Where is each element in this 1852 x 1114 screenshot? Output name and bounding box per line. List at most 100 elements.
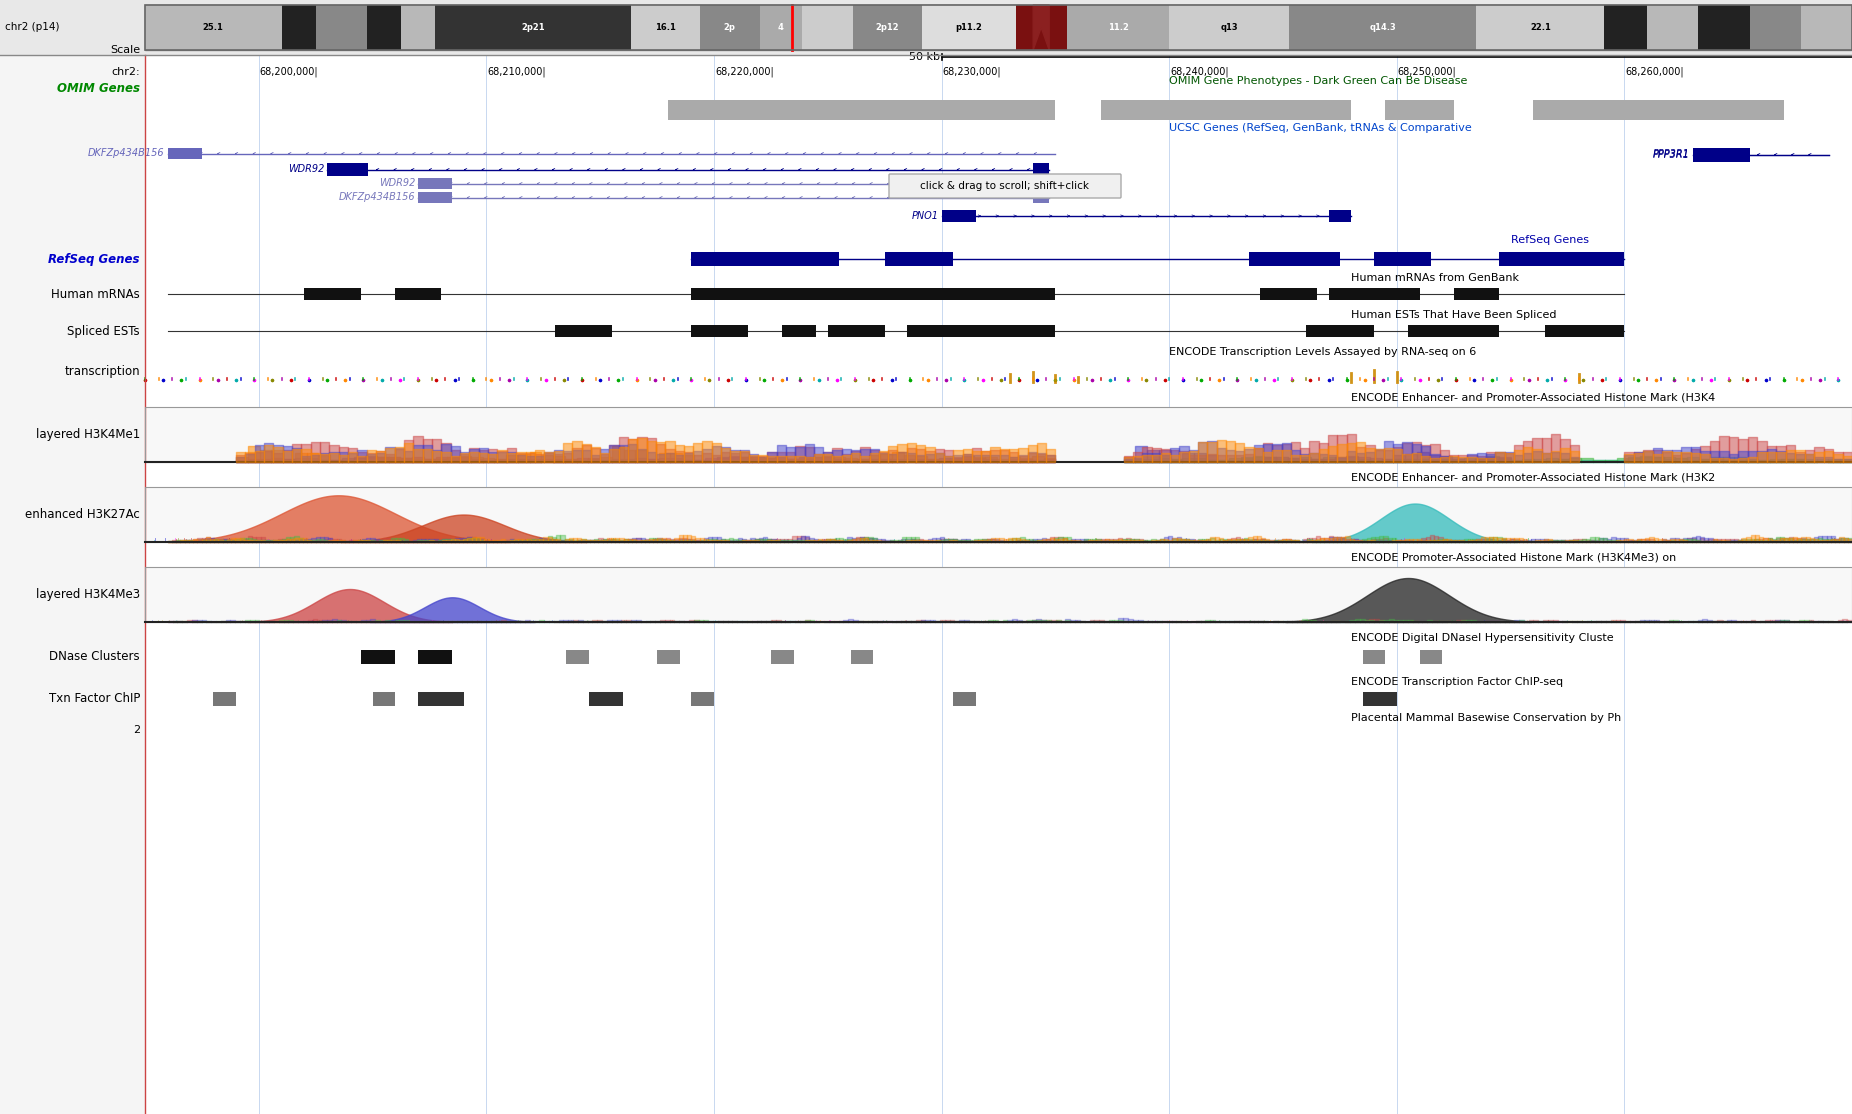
Text: transcription: transcription (65, 365, 141, 379)
Bar (885, 252, 954, 266)
Text: UCSC Genes (RefSeq, GenBank, tRNAs & Comparative: UCSC Genes (RefSeq, GenBank, tRNAs & Com… (1169, 123, 1472, 133)
Bar (1800, 4, 1852, 50)
Text: chr2 (p14): chr2 (p14) (6, 22, 59, 32)
Text: OMIM Gene Phenotypes - Dark Green Can Be Disease: OMIM Gene Phenotypes - Dark Green Can Be… (1169, 76, 1467, 86)
Bar (1646, 4, 1698, 50)
Text: 22.1: 22.1 (1530, 23, 1550, 32)
Bar (372, 692, 394, 706)
Text: DNase Clusters: DNase Clusters (50, 651, 141, 664)
Text: p11.2: p11.2 (956, 23, 982, 32)
Bar (144, 407, 1852, 462)
Bar (1363, 649, 1385, 664)
Bar (657, 649, 680, 664)
Bar (304, 289, 361, 300)
Text: q14.3: q14.3 (1369, 23, 1396, 32)
Text: OMIM Genes: OMIM Genes (57, 81, 141, 95)
Bar (144, 4, 1852, 50)
Bar (567, 649, 589, 664)
Text: 4: 4 (778, 23, 783, 32)
Bar (1545, 325, 1624, 338)
Text: Placental Mammal Basewise Conservation by Ph: Placental Mammal Basewise Conservation b… (1352, 713, 1622, 723)
Bar (144, 567, 1852, 622)
Bar (759, 4, 802, 50)
Bar (315, 4, 367, 50)
Text: Human mRNAs: Human mRNAs (52, 287, 141, 301)
Bar (1693, 148, 1739, 162)
Bar (1306, 325, 1374, 338)
Bar (782, 325, 817, 338)
Bar (1328, 289, 1420, 300)
Bar (1100, 100, 1352, 120)
Bar (1363, 692, 1396, 706)
Bar (1693, 148, 1750, 162)
FancyBboxPatch shape (889, 174, 1120, 198)
Text: PPP3R1: PPP3R1 (1652, 149, 1689, 159)
Polygon shape (1033, 4, 1050, 50)
Bar (144, 487, 1852, 543)
Bar (1259, 289, 1317, 300)
Bar (1454, 289, 1500, 300)
Text: Human ESTs That Have Been Spliced: Human ESTs That Have Been Spliced (1352, 310, 1558, 320)
Text: 68,260,000|: 68,260,000| (1626, 67, 1683, 77)
Text: PPP3R1: PPP3R1 (1652, 149, 1689, 159)
Bar (828, 325, 885, 338)
Bar (144, 567, 1852, 622)
Bar (589, 692, 622, 706)
Bar (1169, 4, 1289, 50)
Bar (144, 407, 1852, 462)
Text: 2p12: 2p12 (876, 23, 900, 32)
Text: ENCODE Digital DNaseI Hypersensitivity Cluste: ENCODE Digital DNaseI Hypersensitivity C… (1352, 633, 1613, 643)
Bar (435, 4, 632, 50)
Text: 25.1: 25.1 (204, 23, 224, 32)
Bar (1604, 4, 1646, 50)
Text: DKFZp434B156: DKFZp434B156 (339, 193, 415, 203)
Bar (213, 692, 235, 706)
Bar (954, 692, 976, 706)
Text: layered H3K4Me1: layered H3K4Me1 (35, 428, 141, 441)
Bar (556, 325, 611, 338)
Text: 16.1: 16.1 (656, 23, 676, 32)
Bar (1328, 211, 1352, 222)
Bar (1033, 192, 1048, 203)
Text: q13: q13 (1220, 23, 1237, 32)
Text: PNO1: PNO1 (911, 211, 939, 221)
Bar (632, 4, 700, 50)
Text: ENCODE Transcription Levels Assayed by RNA-seq on 6: ENCODE Transcription Levels Assayed by R… (1169, 346, 1476, 356)
Bar (941, 211, 976, 222)
Bar (144, 487, 1852, 543)
Text: RefSeq Genes: RefSeq Genes (1511, 235, 1589, 245)
Text: Spliced ESTs: Spliced ESTs (67, 324, 141, 338)
Text: ENCODE Promoter-Associated Histone Mark (H3K4Me3) on: ENCODE Promoter-Associated Histone Mark … (1352, 553, 1676, 561)
Bar (691, 252, 839, 266)
Bar (169, 148, 202, 159)
Text: 2: 2 (133, 725, 141, 735)
Bar (1476, 4, 1604, 50)
Bar (361, 649, 394, 664)
Bar (1289, 4, 1476, 50)
Bar (1033, 163, 1048, 176)
Bar (1698, 4, 1750, 50)
Text: 68,250,000|: 68,250,000| (1398, 67, 1456, 77)
Bar (770, 649, 795, 664)
Bar (1385, 100, 1454, 120)
Bar (328, 163, 369, 176)
Bar (669, 100, 1056, 120)
Bar (367, 4, 402, 50)
Bar (1067, 4, 1169, 50)
Text: chr2:: chr2: (111, 67, 141, 77)
Bar (1015, 4, 1067, 50)
Bar (419, 178, 452, 189)
Bar (1408, 325, 1500, 338)
Bar (144, 4, 282, 50)
Bar (1533, 100, 1783, 120)
Text: ENCODE Enhancer- and Promoter-Associated Histone Mark (H3K4: ENCODE Enhancer- and Promoter-Associated… (1352, 392, 1715, 402)
Text: Txn Factor ChIP: Txn Factor ChIP (48, 693, 141, 705)
Bar (850, 649, 874, 664)
Text: Human mRNAs from GenBank: Human mRNAs from GenBank (1352, 273, 1519, 283)
Text: 68,220,000|: 68,220,000| (715, 67, 774, 77)
Bar (1420, 649, 1443, 664)
Text: 2p21: 2p21 (522, 23, 544, 32)
Bar (419, 649, 452, 664)
Text: 50 kb: 50 kb (909, 52, 939, 62)
Bar (691, 325, 748, 338)
